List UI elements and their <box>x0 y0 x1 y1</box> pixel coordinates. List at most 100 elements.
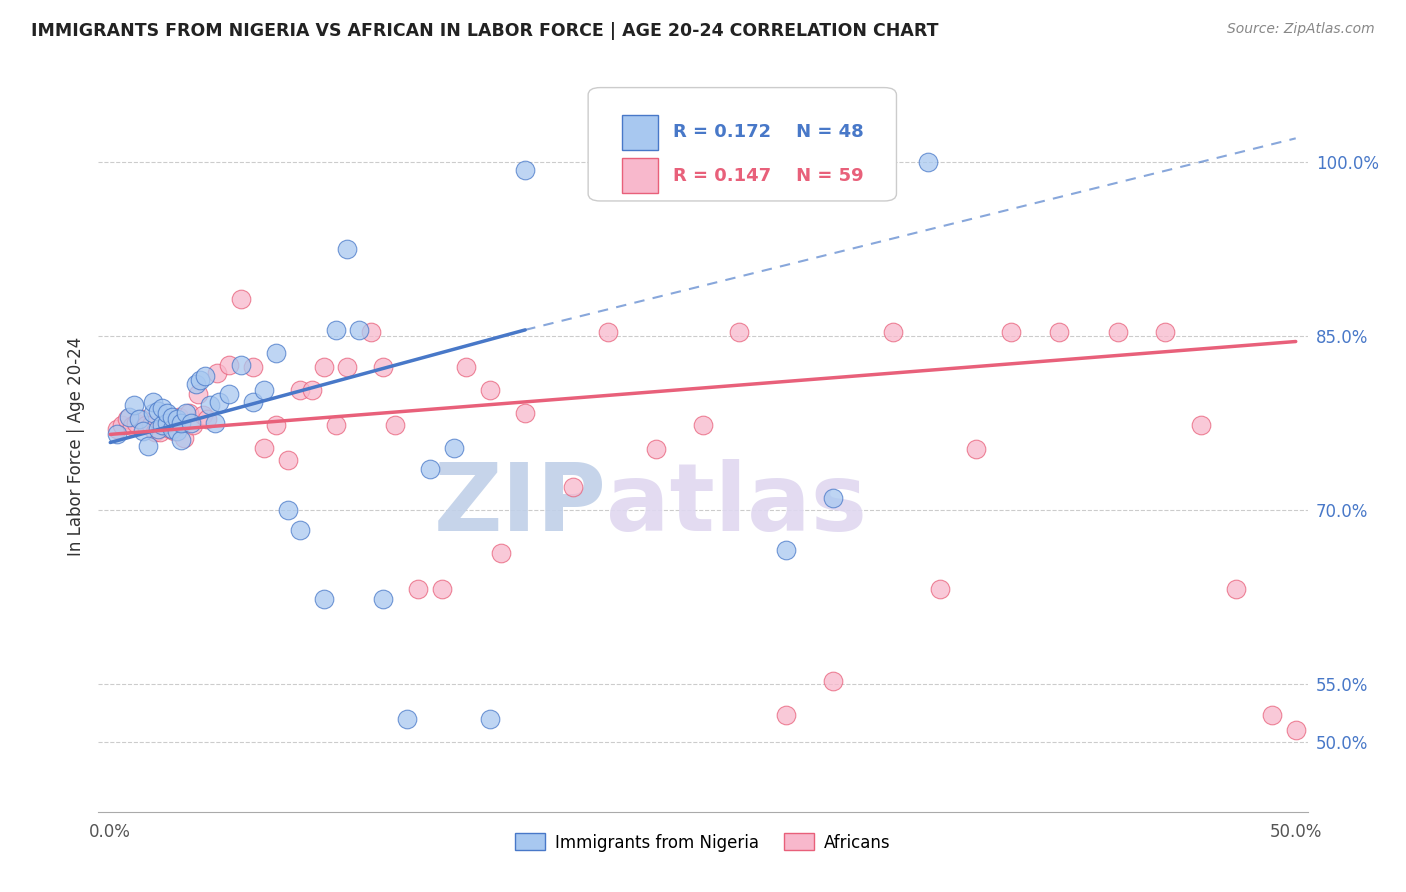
Point <box>153 419 176 434</box>
Point <box>1189 418 1212 433</box>
FancyBboxPatch shape <box>588 87 897 201</box>
Point <box>191 408 214 422</box>
Point <box>478 384 501 398</box>
Point <box>208 395 231 409</box>
Point <box>965 442 987 457</box>
Point <box>177 407 200 421</box>
Point <box>229 292 252 306</box>
Point <box>347 323 370 337</box>
Point <box>325 418 347 433</box>
Point <box>515 162 537 177</box>
Point <box>478 712 501 726</box>
Point <box>312 592 335 607</box>
Point <box>166 424 188 438</box>
Point <box>229 358 252 372</box>
Point <box>917 154 939 169</box>
Point <box>491 546 513 560</box>
Point <box>692 418 714 433</box>
Point <box>882 325 904 339</box>
Point <box>132 424 155 438</box>
Point <box>454 359 477 374</box>
Point <box>129 412 152 426</box>
Point <box>312 359 335 374</box>
Point <box>146 421 169 435</box>
Point <box>105 427 128 442</box>
Point <box>277 503 299 517</box>
Point <box>136 439 159 453</box>
Point <box>408 582 430 596</box>
Point <box>1047 325 1070 339</box>
Point <box>1225 582 1247 596</box>
Point <box>166 412 188 426</box>
Point <box>775 708 797 723</box>
Point <box>371 359 394 374</box>
Text: R = 0.172    N = 48: R = 0.172 N = 48 <box>672 123 863 142</box>
Point <box>194 369 217 384</box>
Point <box>1261 708 1284 723</box>
Legend: Immigrants from Nigeria, Africans: Immigrants from Nigeria, Africans <box>509 827 897 858</box>
Bar <box>621 158 658 194</box>
Point <box>205 366 228 380</box>
Text: atlas: atlas <box>606 458 868 550</box>
Point <box>142 395 165 409</box>
Point <box>143 425 166 439</box>
Point <box>325 323 347 337</box>
Text: Source: ZipAtlas.com: Source: ZipAtlas.com <box>1227 22 1375 37</box>
Point <box>197 412 219 426</box>
Point <box>125 416 148 430</box>
Point <box>181 418 204 433</box>
Y-axis label: In Labor Force | Age 20-24: In Labor Force | Age 20-24 <box>66 336 84 556</box>
Point <box>156 416 179 430</box>
Point <box>929 582 952 596</box>
Point <box>277 453 299 467</box>
Point <box>253 442 276 456</box>
Point <box>371 592 394 607</box>
Point <box>443 442 465 456</box>
Point <box>336 242 359 256</box>
Bar <box>621 115 658 150</box>
Point <box>152 401 174 415</box>
Point <box>156 407 179 421</box>
Point <box>823 673 845 688</box>
Point <box>218 358 240 372</box>
Point <box>198 398 221 412</box>
Point <box>115 412 138 426</box>
Point <box>163 424 186 438</box>
Point <box>142 407 165 421</box>
Point <box>395 712 418 726</box>
Point <box>598 325 620 339</box>
Point <box>173 431 195 445</box>
Point <box>288 384 311 398</box>
Text: ZIP: ZIP <box>433 458 606 550</box>
Point <box>184 377 207 392</box>
Point <box>1000 325 1022 339</box>
Point <box>288 523 311 537</box>
Point <box>419 462 441 476</box>
Point <box>167 409 190 424</box>
Point <box>180 416 202 430</box>
Point <box>1154 325 1177 339</box>
Point <box>174 407 197 421</box>
Point <box>204 416 226 430</box>
Point <box>122 398 145 412</box>
Point <box>170 416 193 430</box>
Point <box>187 386 209 401</box>
Point <box>264 418 287 433</box>
Point <box>146 404 169 418</box>
Point <box>118 409 141 424</box>
Point <box>190 373 212 387</box>
Point <box>170 433 193 447</box>
Point <box>1107 325 1129 339</box>
Point <box>149 425 172 439</box>
Point <box>242 359 264 374</box>
Point <box>727 325 749 339</box>
Point <box>823 491 845 506</box>
Point <box>159 421 181 435</box>
Point <box>301 384 323 398</box>
Point <box>336 359 359 374</box>
Point <box>160 421 183 435</box>
Point <box>218 386 240 401</box>
Point <box>384 418 406 433</box>
Point <box>135 418 157 433</box>
Point <box>128 412 150 426</box>
